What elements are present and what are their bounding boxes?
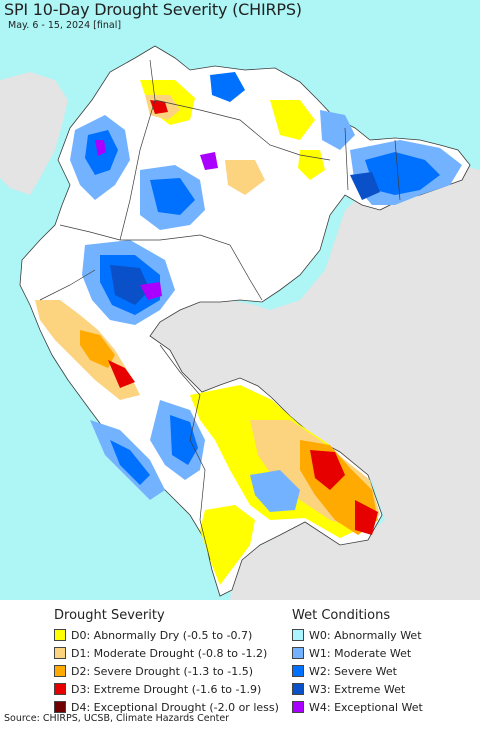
d0-patch	[270, 100, 315, 140]
w3-patch	[350, 172, 380, 200]
d2-patch	[80, 330, 115, 368]
swatch-w1	[292, 647, 304, 659]
swatch-w2	[292, 665, 304, 677]
central-america-land	[0, 72, 68, 195]
legend-label-d3: D3: Extreme Drought (-1.6 to -1.9)	[71, 682, 262, 696]
legend-item-d2: D2: Severe Drought (-1.3 to -1.5)	[54, 662, 279, 680]
w2-patch	[110, 440, 150, 485]
swatch-d4	[54, 701, 66, 713]
legend-item-w1: W1: Moderate Wet	[292, 644, 423, 662]
d1-patch	[225, 160, 265, 195]
legend-item-d1: D1: Moderate Drought (-0.8 to -1.2)	[54, 644, 279, 662]
legend-item-d0: D0: Abnormally Dry (-0.5 to -0.7)	[54, 626, 279, 644]
legend-label-d0: D0: Abnormally Dry (-0.5 to -0.7)	[71, 628, 253, 642]
swatch-w3	[292, 683, 304, 695]
w2-patch	[170, 415, 198, 465]
country-borders	[39, 59, 401, 561]
map-canvas	[0, 0, 480, 600]
swatch-d2	[54, 665, 66, 677]
legend-item-w3: W3: Extreme Wet	[292, 680, 423, 698]
d0-patch	[298, 150, 325, 180]
drought-patches	[35, 80, 380, 585]
legend-label-w0: W0: Abnormally Wet	[309, 628, 422, 642]
legend-item-d4: D4: Exceptional Drought (-2.0 or less)	[54, 698, 279, 716]
w2-patch	[150, 178, 195, 215]
swatch-w0	[292, 629, 304, 641]
legend-label-w3: W3: Extreme Wet	[309, 682, 406, 696]
drought-legend: Drought Severity D0: Abnormally Dry (-0.…	[54, 608, 279, 716]
drought-map	[0, 0, 480, 600]
w2-patch	[210, 72, 245, 102]
map-subtitle: May. 6 - 15, 2024 [final]	[8, 20, 122, 31]
legend-label-d4: D4: Exceptional Drought (-2.0 or less)	[71, 700, 279, 714]
legend-item-d3: D3: Extreme Drought (-1.6 to -1.9)	[54, 680, 279, 698]
d0-patch	[200, 505, 255, 585]
map-title: SPI 10-Day Drought Severity (CHIRPS)	[4, 0, 302, 19]
w4-patch	[200, 152, 218, 170]
d3-patch	[355, 500, 378, 535]
swatch-d3	[54, 683, 66, 695]
w1-patch	[320, 110, 355, 150]
legend-item-w0: W0: Abnormally Wet	[292, 626, 423, 644]
legend-label-d1: D1: Moderate Drought (-0.8 to -1.2)	[71, 646, 268, 660]
legend-item-w2: W2: Severe Wet	[292, 662, 423, 680]
d3-patch	[150, 100, 168, 114]
d3-patch	[310, 450, 345, 490]
d3-patch	[108, 360, 135, 388]
wet-patches	[70, 72, 462, 512]
legend-label-w4: W4: Exceptional Wet	[309, 700, 423, 714]
w2-patch	[365, 152, 440, 195]
legend-item-w4: W4: Exceptional Wet	[292, 698, 423, 716]
drought-legend-title: Drought Severity	[54, 608, 165, 623]
swatch-w4	[292, 701, 304, 713]
legend-label-w2: W2: Severe Wet	[309, 664, 397, 678]
legend-label-d2: D2: Severe Drought (-1.3 to -1.5)	[71, 664, 254, 678]
w1-patch	[250, 470, 300, 512]
w4-patch	[140, 282, 162, 300]
wet-legend: Wet Conditions W0: Abnormally Wet W1: Mo…	[292, 608, 423, 716]
land-outside-region	[130, 160, 480, 600]
w3-patch	[110, 265, 150, 305]
swatch-d0	[54, 629, 66, 641]
swatch-d1	[54, 647, 66, 659]
legend-label-w1: W1: Moderate Wet	[309, 646, 412, 660]
wet-legend-title: Wet Conditions	[292, 608, 391, 623]
source-credit: Source: CHIRPS, UCSB, Climate Hazards Ce…	[4, 713, 230, 724]
w4-patch	[95, 140, 106, 156]
